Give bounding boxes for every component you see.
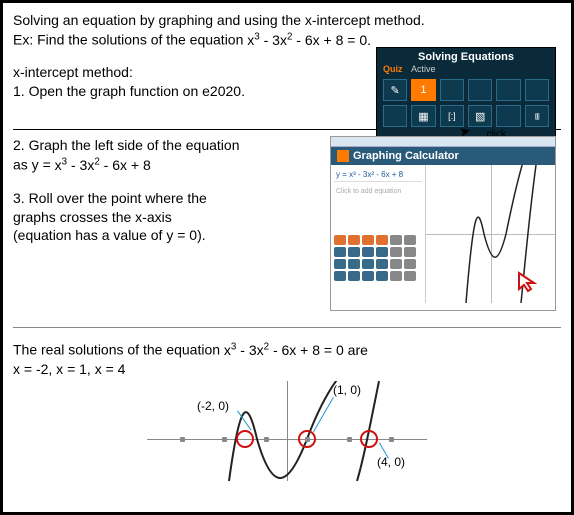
red-cursor-icon	[517, 271, 537, 293]
key[interactable]	[404, 247, 416, 257]
graphing-calculator-screenshot: Graphing Calculator y = x³ - 3x² - 6x + …	[330, 136, 556, 311]
key[interactable]	[404, 271, 416, 281]
page-title: Solving an equation by graphing and usin…	[13, 11, 561, 30]
key[interactable]	[390, 259, 402, 269]
gc-logo-icon	[337, 150, 349, 162]
gc-equation-input[interactable]: y = x³ - 3x² - 6x + 8	[334, 168, 422, 182]
key[interactable]	[376, 247, 388, 257]
grid-tool-icon[interactable]	[468, 105, 492, 127]
key[interactable]	[334, 235, 346, 245]
section-solution: The real solutions of the equation x3 - …	[13, 334, 561, 480]
step2-prefix: as y =	[13, 157, 55, 173]
example-prefix: Ex: Find the solutions of the equation	[13, 32, 247, 48]
point-label: (-2, 0)	[197, 399, 229, 413]
slot-icon[interactable]	[496, 79, 520, 101]
axis-tick	[222, 437, 227, 442]
tool-icon[interactable]	[383, 105, 407, 127]
key[interactable]	[334, 247, 346, 257]
window-titlebar	[331, 137, 555, 147]
key[interactable]	[390, 247, 402, 257]
gc-title: Graphing Calculator	[331, 147, 555, 165]
bars-tool-icon[interactable]	[525, 105, 549, 127]
solution-prefix: The real solutions of the equation	[13, 342, 224, 358]
app-row-1: 1	[377, 77, 555, 103]
key[interactable]	[376, 271, 388, 281]
axis-tick	[389, 437, 394, 442]
key[interactable]	[404, 259, 416, 269]
key[interactable]	[348, 259, 360, 269]
key[interactable]	[390, 271, 402, 281]
pencil-icon[interactable]	[383, 79, 407, 101]
gc-body: y = x³ - 3x² - 6x + 8 Click to add equat…	[331, 165, 555, 303]
key[interactable]	[404, 235, 416, 245]
solution-equation: x3 - 3x2 - 6x + 8 = 0 are	[224, 342, 368, 358]
app-tabs: Quiz Active	[377, 63, 555, 77]
gc-title-text: Graphing Calculator	[353, 150, 459, 162]
key[interactable]	[348, 235, 360, 245]
tab-quiz[interactable]: Quiz	[383, 64, 403, 74]
key[interactable]	[362, 247, 374, 257]
root-marker	[236, 430, 254, 448]
axis-tick	[347, 437, 352, 442]
key[interactable]	[334, 271, 346, 281]
key[interactable]	[362, 259, 374, 269]
gc-add-equation-hint[interactable]: Click to add equation	[334, 182, 422, 201]
point-label: (1, 0)	[333, 383, 361, 397]
example-equation: x3 - 3x2 - 6x + 8 = 0.	[247, 32, 371, 48]
point-label: (4, 0)	[377, 455, 405, 469]
key[interactable]	[376, 259, 388, 269]
divider	[13, 327, 561, 328]
tool-icon[interactable]	[496, 105, 520, 127]
section-graphing: 2. Graph the left side of the equation a…	[13, 136, 561, 321]
section-intro: Solving an equation by graphing and usin…	[13, 11, 561, 123]
key[interactable]	[362, 271, 374, 281]
key[interactable]	[376, 235, 388, 245]
graph-tool-icon[interactable]	[411, 105, 435, 127]
gc-plot-area[interactable]	[426, 165, 555, 303]
root-marker	[360, 430, 378, 448]
slot-icon[interactable]	[440, 79, 464, 101]
worksheet-page: Solving an equation by graphing and usin…	[0, 0, 574, 515]
key[interactable]	[390, 235, 402, 245]
key[interactable]	[362, 235, 374, 245]
axis-tick	[180, 437, 185, 442]
slot-icon[interactable]	[525, 79, 549, 101]
solution-graph: (-2, 0) (1, 0) (4, 0)	[147, 381, 427, 481]
axis-tick	[264, 437, 269, 442]
tab-active[interactable]: Active	[411, 64, 436, 74]
solution-line1: The real solutions of the equation x3 - …	[13, 340, 561, 360]
question-number[interactable]: 1	[411, 79, 435, 101]
step2-equation: x3 - 3x2 - 6x + 8	[55, 157, 151, 173]
app-title: Solving Equations	[377, 48, 555, 63]
gc-keypad	[334, 235, 422, 281]
key[interactable]	[348, 247, 360, 257]
solution-roots: x = -2, x = 1, x = 4	[13, 360, 561, 379]
slot-icon[interactable]	[468, 79, 492, 101]
gc-sidebar: y = x³ - 3x² - 6x + 8 Click to add equat…	[331, 165, 426, 303]
key[interactable]	[334, 259, 346, 269]
key[interactable]	[348, 271, 360, 281]
